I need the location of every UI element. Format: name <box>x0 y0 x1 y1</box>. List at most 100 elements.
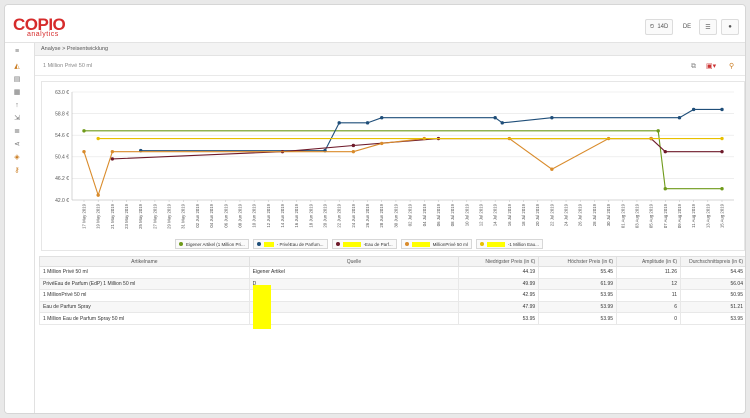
table-cell: 55.45 <box>538 266 618 279</box>
column-header[interactable]: Höchster Preis (in €) <box>538 256 618 267</box>
series-point-0 <box>82 129 86 133</box>
legend-item[interactable]: -1 Million Eau... <box>475 239 543 249</box>
list-icon: ☰ <box>705 24 711 31</box>
x-tick-label: 01 Aug 2019 <box>620 203 625 228</box>
column-header[interactable]: Quelle <box>248 256 460 267</box>
series-line-3 <box>83 137 652 197</box>
y-tick-label: 54.6 € <box>55 133 69 139</box>
table-cell: 61.99 <box>538 277 618 291</box>
search-icon[interactable]: ⚲ <box>729 63 735 70</box>
table-row[interactable]: 1 Million Eau de Parfum Spray 50 mlF53.9… <box>39 312 745 325</box>
series-point-3 <box>351 149 356 154</box>
table-cell: 44.19 <box>458 266 540 279</box>
table-cell: 6 <box>616 300 681 314</box>
price-table: Artikelname Quelle Niedrigster Preis (in €… <box>39 256 745 325</box>
column-header[interactable]: Artikelname <box>39 256 250 267</box>
x-tick-label: 13 Aug 2019 <box>705 203 710 228</box>
x-tick-label: 31 May 2019 <box>181 203 186 228</box>
sidebar-calendar-icon[interactable]: ▦ <box>13 89 21 96</box>
language-button[interactable]: DE <box>679 19 695 35</box>
x-tick-label: 09 Aug 2019 <box>677 203 682 228</box>
series-point-3 <box>380 141 384 146</box>
table-cell: F <box>248 289 460 302</box>
table-cell: 50.95 <box>679 289 745 302</box>
series-line-1 <box>140 108 722 152</box>
sidebar-bulb-icon[interactable]: ◈ <box>14 154 20 161</box>
table-cell: 47.99 <box>458 300 540 314</box>
menu-toggle-icon[interactable]: ≡ <box>14 48 20 55</box>
x-tick-label: 04 Jun 2019 <box>209 203 214 227</box>
table-header-row: Artikelname Quelle Niedrigster Preis (in €… <box>39 256 745 267</box>
series-line-2 <box>112 137 722 160</box>
legend-marker <box>479 242 484 246</box>
x-tick-label: 23 May 2019 <box>124 203 129 228</box>
table-row[interactable]: 1 Million Privé 50 ml Eigener Artikel 44.1… <box>39 266 745 279</box>
legend-redaction <box>342 241 361 247</box>
x-tick-label: 18 Jun 2019 <box>308 203 313 227</box>
x-tick-label: 18 Jul 2019 <box>521 203 526 226</box>
series-point-3 <box>110 149 115 154</box>
legend-item[interactable]: -Eau de Parf... <box>331 239 397 249</box>
x-tick-label: 29 May 2019 <box>167 203 172 228</box>
series-point-2 <box>663 149 667 154</box>
legend-label: -1 Million Eau... <box>507 241 539 247</box>
table-cell: 1 Million Privé 50 ml <box>39 266 250 279</box>
x-tick-label: 02 Jul 2019 <box>408 203 413 226</box>
x-tick-label: 27 May 2019 <box>152 203 157 228</box>
sidebar-document-icon[interactable]: ▤ <box>13 76 21 83</box>
legend-label: -Eau de Parf... <box>363 241 393 247</box>
series-point-4 <box>720 136 724 141</box>
y-tick-label: 46.2 € <box>55 176 69 182</box>
logo-sub: analytics <box>27 31 59 38</box>
legend-label: MillionPrivé 50 ml <box>432 241 468 247</box>
column-header[interactable]: Niedrigster Preis (in €) <box>458 256 540 267</box>
table-cell: 51.21 <box>679 300 745 314</box>
series-point-1 <box>493 116 497 120</box>
table-cell: 11.26 <box>616 266 681 279</box>
series-line-0 <box>84 130 722 190</box>
column-header[interactable]: Durchschnittspreis (in €) <box>679 256 745 267</box>
series-point-1 <box>677 116 682 120</box>
sidebar-export-icon[interactable]: ⇲ <box>14 115 20 122</box>
column-header[interactable]: Amplitude (in €) <box>616 256 681 267</box>
table-row[interactable]: PrivéEau de Parfum (EdP) 1 Million 50 ml… <box>39 277 745 291</box>
legend-marker <box>335 242 340 246</box>
list-view-button[interactable]: ☰ <box>699 19 717 35</box>
x-tick-label: 20 Jul 2019 <box>535 203 540 226</box>
table-cell: Eau de Parfum Spray <box>39 300 250 314</box>
table-cell: 0 <box>616 312 681 325</box>
table-cell: Eigener Artikel <box>248 266 460 279</box>
legend-item[interactable]: MillionPrivé 50 ml <box>400 239 472 249</box>
x-tick-label: 14 Jul 2019 <box>493 203 498 226</box>
calendar-dropdown-icon[interactable]: ▣▾ <box>706 63 717 70</box>
series-point-1 <box>500 121 504 125</box>
sidebar-bars-icon[interactable]: ≣ <box>14 128 20 135</box>
sidebar-price-icon[interactable]: ↑ <box>15 102 19 109</box>
copio-logo[interactable]: COPIO analytics <box>13 16 66 38</box>
date-range-button[interactable]: ⏲ 14D <box>645 19 673 35</box>
sidebar: ≡ ◭ ▤ ▦ ↑ ⇲ ≣ ⋖ ◈ ⚷ <box>5 43 35 413</box>
sidebar-share-icon[interactable]: ⋖ <box>14 141 20 148</box>
sidebar-analytics-icon[interactable]: ◭ <box>14 63 20 70</box>
series-point-0 <box>663 187 667 191</box>
user-button[interactable]: ● <box>721 19 739 35</box>
legend-marker <box>404 242 409 246</box>
x-tick-label: 24 Jun 2019 <box>351 203 356 227</box>
legend-item[interactable]: Eigener Artikel (1 Million Pri... <box>175 239 249 249</box>
copy-icon[interactable]: ⧉ <box>691 63 696 70</box>
legend-item[interactable]: - PrivéEau de Parfum... <box>252 239 328 249</box>
table-cell: 53.95 <box>538 312 618 325</box>
series-point-2 <box>720 149 724 154</box>
breadcrumb[interactable]: Analyse > Preisentwicklung <box>41 46 109 52</box>
table-cell: PrivéEau de Parfum (EdP) 1 Million 50 ml <box>39 277 250 291</box>
sidebar-key-icon[interactable]: ⚷ <box>14 167 20 174</box>
series-point-1 <box>720 107 724 112</box>
x-tick-label: 28 Jun 2019 <box>379 203 384 227</box>
series-point-2 <box>110 157 115 161</box>
x-tick-label: 19 May 2019 <box>96 203 101 228</box>
x-tick-label: 02 Jun 2019 <box>195 203 200 227</box>
x-tick-label: 28 Jul 2019 <box>592 203 597 226</box>
chart-legend: Eigener Artikel (1 Million Pri... - Privé… <box>175 239 543 249</box>
